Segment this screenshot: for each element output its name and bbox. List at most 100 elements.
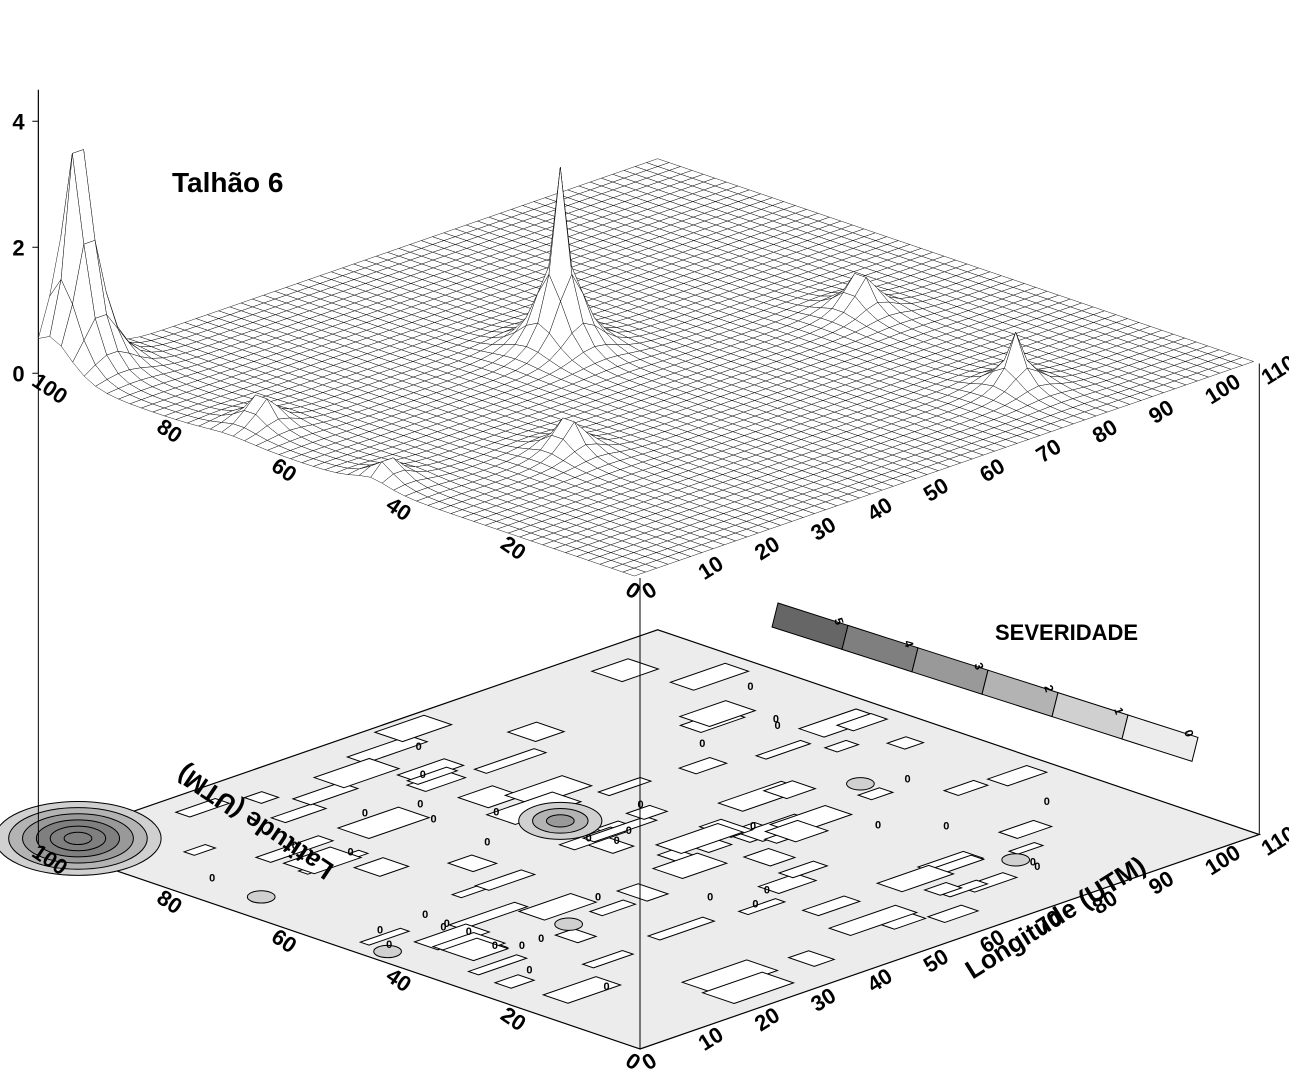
contour-region [737, 898, 787, 916]
legend-swatch [1121, 714, 1199, 763]
contour-label: 0 [362, 808, 368, 820]
contour-label: 0 [614, 835, 620, 847]
contour-label: 0 [1030, 856, 1036, 868]
contour-region [742, 847, 797, 867]
contour-region [885, 736, 925, 750]
contour-region [456, 785, 524, 809]
legend-title: SEVERIDADE [995, 620, 1138, 645]
contour-label: 0 [348, 847, 354, 859]
contour-label: 0 [775, 720, 781, 732]
contour-label: 0 [440, 922, 446, 934]
contour-region [856, 787, 895, 801]
x-tick-label: 40 [863, 492, 897, 526]
contour-label: 0 [444, 918, 450, 930]
contour-ring [63, 831, 93, 846]
contour-region [517, 892, 598, 921]
contour-region [754, 739, 812, 760]
x-tick-label: 110 [1257, 350, 1289, 390]
contour-region [405, 766, 459, 785]
severity-legend: 5 4 3 2 1 0 [771, 602, 1199, 763]
contour-region [242, 791, 281, 804]
contour-region [588, 899, 637, 917]
x-tick-label: 20 [750, 531, 784, 565]
contour-ring [373, 944, 402, 959]
contour-region [827, 904, 919, 936]
legend-level-label: 3 [971, 661, 986, 672]
contour-region [823, 739, 860, 753]
x-tick-label: 80 [1088, 414, 1122, 448]
contour-region [472, 748, 548, 774]
contour-label: 0 [430, 813, 436, 825]
contour-region [762, 780, 817, 800]
contour-label: 0 [417, 799, 423, 811]
contour-label: 0 [752, 898, 758, 910]
contour-region [282, 846, 363, 875]
contour-region [373, 714, 454, 743]
contour-region [503, 775, 594, 806]
projection-box [37, 89, 1260, 1049]
contour-region [182, 844, 217, 856]
contour-label: 0 [377, 925, 383, 937]
contour-region [651, 852, 729, 880]
contour-label: 0 [292, 840, 298, 852]
contour-label: 0 [707, 892, 713, 904]
contour-region [777, 860, 829, 879]
contour-label: 0 [386, 939, 392, 951]
contour-region [763, 819, 830, 843]
contour-ring [846, 777, 875, 791]
x-tick-label: 90 [1144, 395, 1178, 429]
contour-region [678, 700, 757, 728]
z-tick-label: 0 [12, 361, 24, 386]
contour-region [986, 764, 1049, 787]
contour-label: 0 [422, 909, 428, 921]
x-tick-label: 110 [1257, 821, 1289, 861]
contour-label: 0 [1034, 861, 1040, 873]
contour-label: 0 [699, 738, 705, 750]
contour-region [997, 819, 1054, 839]
contour-region [473, 869, 537, 891]
contour-region [646, 916, 716, 941]
contour-label: 0 [416, 741, 422, 753]
contour-region [926, 904, 980, 923]
contour-region [174, 798, 231, 818]
contour-label: 0 [484, 837, 490, 849]
contour-region [493, 974, 536, 989]
contour-label: 0 [420, 769, 426, 781]
contour-region [654, 823, 745, 854]
contour-label: 0 [209, 872, 215, 884]
contour-label: 0 [637, 799, 643, 811]
contour-label: 0 [764, 884, 770, 896]
surface-cell [622, 567, 647, 577]
legend-swatch [1051, 691, 1129, 740]
legend-swatch [841, 624, 919, 673]
contour-label: 0 [538, 933, 544, 945]
contour-region [615, 883, 670, 902]
contour-region [336, 806, 431, 840]
surface-plot [37, 149, 1255, 577]
chart-title: Talhão 6 [172, 167, 284, 198]
contour-label: 0 [875, 820, 881, 832]
legend-level-label: 1 [1111, 706, 1126, 717]
legend-level-label: 0 [1181, 728, 1196, 739]
contour-label: 0 [526, 965, 532, 977]
contour-region [624, 804, 669, 820]
contour-region [787, 950, 836, 967]
contour-base [36, 629, 1262, 1050]
legend-swatch [911, 647, 989, 695]
contour-region [1007, 842, 1045, 855]
contour-region [677, 756, 729, 775]
contour-region [254, 835, 335, 863]
contour-ring [554, 917, 584, 931]
contour-label: 0 [747, 681, 753, 693]
contour-label: 0 [750, 820, 756, 832]
legend-level-label: 5 [831, 616, 846, 627]
contour-region [506, 721, 566, 743]
x-tick-label: 10 [694, 551, 728, 585]
contour-label: 0 [626, 825, 632, 837]
contour-region [440, 937, 510, 962]
z-tick-label: 4 [12, 109, 25, 134]
y-tick-label: 100 [28, 368, 72, 409]
contour-label: 0 [604, 981, 610, 993]
